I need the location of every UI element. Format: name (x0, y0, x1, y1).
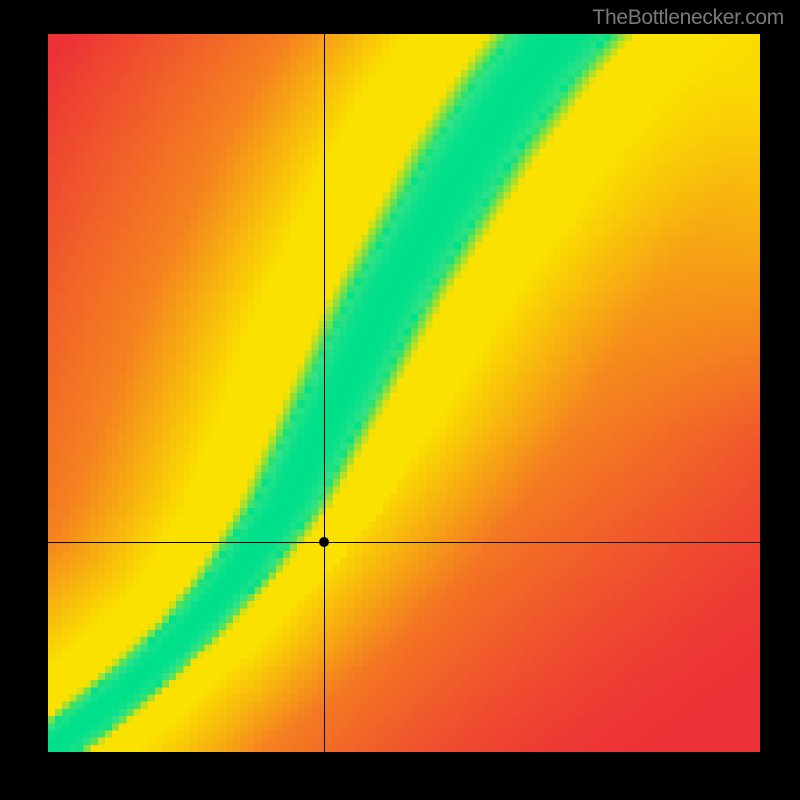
crosshair-horizontal (48, 542, 760, 543)
chart-container: TheBottlenecker.com (0, 0, 800, 800)
heatmap-chart (48, 34, 760, 752)
crosshair-vertical (324, 34, 325, 752)
data-point-marker (319, 537, 329, 547)
heatmap-canvas (48, 34, 760, 752)
watermark-label: TheBottlenecker.com (592, 6, 784, 30)
